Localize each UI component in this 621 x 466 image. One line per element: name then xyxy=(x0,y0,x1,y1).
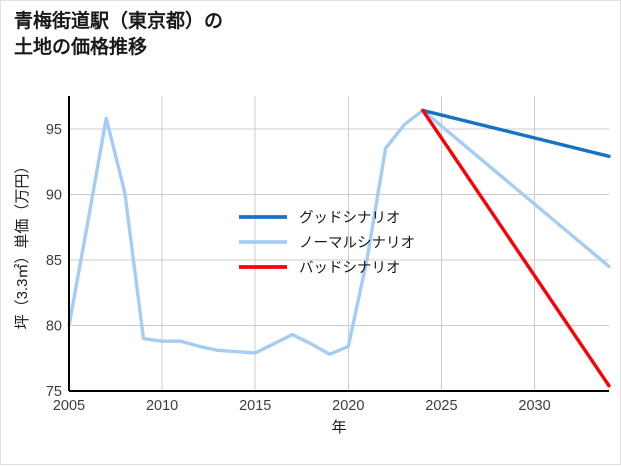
x-tick-label: 2025 xyxy=(425,398,457,414)
y-tick-label: 90 xyxy=(46,187,62,203)
series-group xyxy=(67,108,611,388)
y-tick-label: 75 xyxy=(46,384,62,400)
axis-spines xyxy=(67,96,609,393)
x-tick-labels: 2005 2010 2015 2020 2025 2030 xyxy=(53,398,551,414)
x-tick-label: 2015 xyxy=(239,398,271,414)
x-tick-label: 2010 xyxy=(146,398,178,414)
series-line-バッドシナリオ xyxy=(421,108,611,388)
y-tick-label: 85 xyxy=(46,253,62,269)
x-tick-label: 2030 xyxy=(518,398,550,414)
legend-label-2: バッドシナリオ xyxy=(299,261,401,277)
y-axis-title: 坪（3.3㎡）単価（万円） xyxy=(14,159,31,330)
y-tick-labels: 75 80 85 90 95 xyxy=(46,122,62,400)
page-title: 青梅街道駅（東京都）の 土地の価格推移 xyxy=(14,11,224,59)
series-line-グッドシナリオ xyxy=(421,108,611,159)
legend-label-0: グッドシナリオ xyxy=(299,210,401,227)
x-axis-title: 年 xyxy=(331,419,346,436)
y-tick-label: 80 xyxy=(46,318,62,334)
legend-label-1: ノーマルシナリオ xyxy=(299,236,415,252)
x-tick-label: 2020 xyxy=(332,398,364,414)
x-tick-label: 2005 xyxy=(53,398,85,414)
series-line-ノーマルシナリオ xyxy=(67,108,611,356)
y-tick-label: 95 xyxy=(46,122,62,138)
